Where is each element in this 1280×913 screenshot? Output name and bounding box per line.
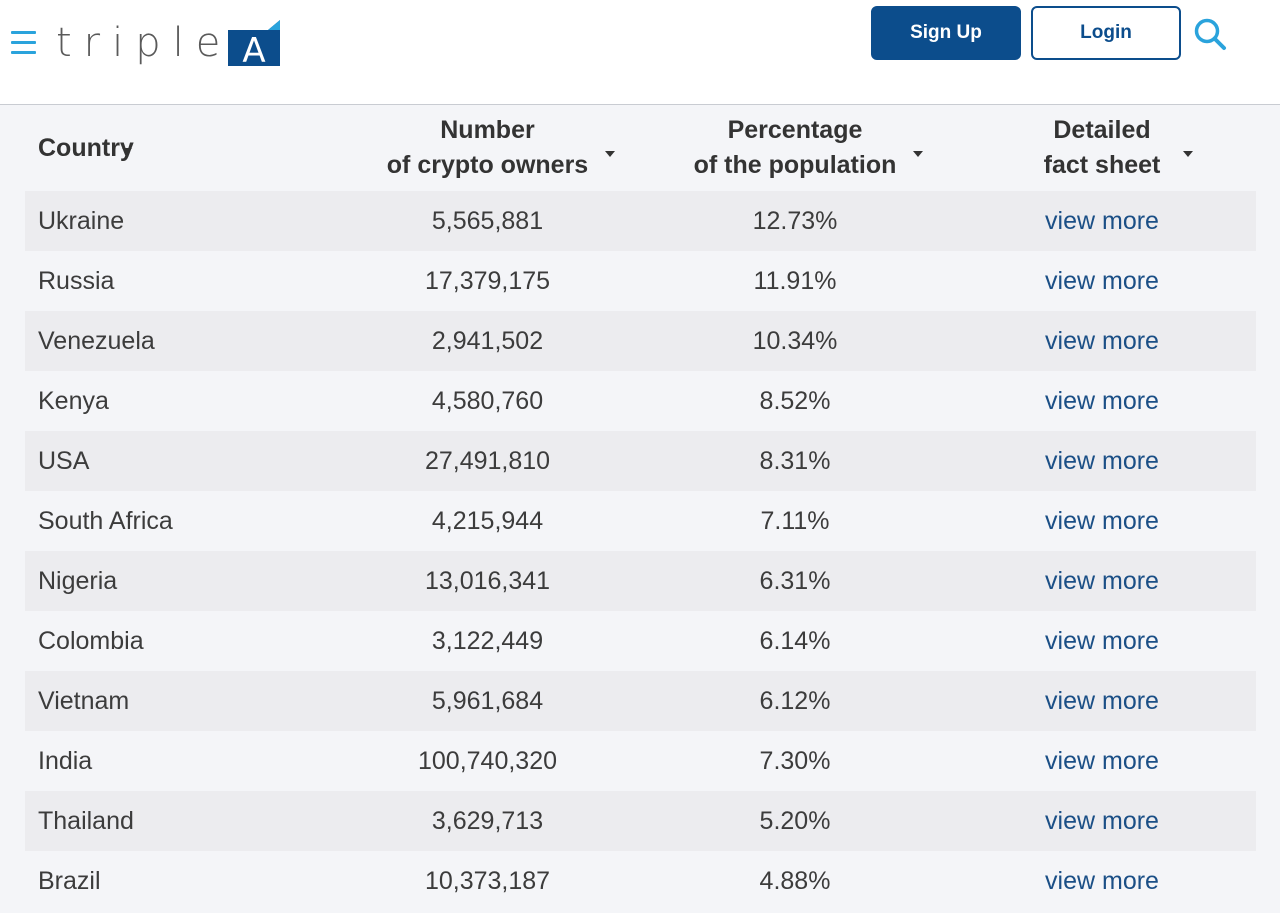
country-cell: Thailand	[38, 807, 134, 835]
table-header: Country Number of crypto owners Percenta…	[25, 105, 1256, 191]
table-row: Nigeria 13,016,341 6.31% view more	[25, 551, 1256, 611]
table-row: Colombia 3,122,449 6.14% view more	[25, 611, 1256, 671]
view-more-link[interactable]: view more	[1045, 627, 1159, 655]
owners-cell: 3,122,449	[431, 627, 544, 655]
table-row: South Africa 4,215,944 7.11% view more	[25, 491, 1256, 551]
owners-cell: 4,215,944	[431, 507, 544, 535]
country-cell: India	[38, 747, 93, 775]
sort-caret-icon[interactable]	[122, 148, 132, 154]
sort-caret-icon[interactable]	[913, 151, 923, 157]
owners-cell: 27,491,810	[424, 447, 551, 475]
country-cell: Nigeria	[38, 567, 118, 595]
percentage-cell: 4.88%	[759, 867, 831, 895]
table-row: Venezuela 2,941,502 10.34% view more	[25, 311, 1256, 371]
view-more-link[interactable]: view more	[1045, 867, 1159, 895]
country-cell: Brazil	[38, 867, 101, 895]
view-more-link[interactable]: view more	[1045, 387, 1159, 415]
logo-text: triple	[56, 20, 233, 66]
column-header-owners[interactable]: Number of crypto owners	[386, 116, 589, 179]
percentage-cell: 6.14%	[759, 627, 831, 655]
logo-mark-icon: A	[228, 20, 281, 66]
owners-cell: 17,379,175	[424, 267, 551, 295]
table-row: Ukraine 5,565,881 12.73% view more	[25, 191, 1256, 251]
table-row: Vietnam 5,961,684 6.12% view more	[25, 671, 1256, 731]
country-cell: Ukraine	[38, 207, 125, 235]
table-row: Kenya 4,580,760 8.52% view more	[25, 371, 1256, 431]
owners-cell: 5,565,881	[431, 207, 544, 235]
country-cell: Russia	[38, 267, 115, 295]
owners-cell: 13,016,341	[424, 567, 551, 595]
crypto-ownership-table: Country Number of crypto owners Percenta…	[25, 105, 1256, 911]
login-button[interactable]: Login	[1031, 6, 1181, 60]
percentage-cell: 8.31%	[759, 447, 831, 475]
table-row: Russia 17,379,175 11.91% view more	[25, 251, 1256, 311]
country-cell: Vietnam	[38, 687, 130, 715]
owners-cell: 100,740,320	[417, 747, 558, 775]
country-cell: Venezuela	[38, 327, 155, 355]
view-more-link[interactable]: view more	[1045, 507, 1159, 535]
country-cell: USA	[38, 447, 90, 475]
owners-cell: 4,580,760	[431, 387, 544, 415]
site-header: triple A Sign Up Login	[0, 0, 1280, 105]
sort-caret-icon[interactable]	[605, 151, 615, 157]
percentage-cell: 10.34%	[752, 327, 838, 355]
percentage-cell: 8.52%	[759, 387, 831, 415]
column-header-fact-sheet[interactable]: Detailed fact sheet	[1043, 116, 1161, 179]
hamburger-menu-icon[interactable]	[10, 28, 38, 56]
logo-mark-letter: A	[243, 31, 266, 66]
table-row: USA 27,491,810 8.31% view more	[25, 431, 1256, 491]
percentage-cell: 7.11%	[760, 507, 830, 535]
sign-up-button[interactable]: Sign Up	[871, 6, 1021, 60]
country-cell: South Africa	[38, 507, 173, 535]
view-more-link[interactable]: view more	[1045, 267, 1159, 295]
table-row: Thailand 3,629,713 5.20% view more	[25, 791, 1256, 851]
sort-caret-icon[interactable]	[1183, 151, 1193, 157]
view-more-link[interactable]: view more	[1045, 747, 1159, 775]
table-row: India 100,740,320 7.30% view more	[25, 731, 1256, 791]
column-header-percentage[interactable]: Percentage of the population	[693, 116, 897, 179]
view-more-link[interactable]: view more	[1045, 567, 1159, 595]
owners-cell: 5,961,684	[431, 687, 544, 715]
country-cell: Kenya	[38, 387, 109, 415]
percentage-cell: 6.31%	[759, 567, 831, 595]
view-more-link[interactable]: view more	[1045, 807, 1159, 835]
view-more-link[interactable]: view more	[1045, 327, 1159, 355]
percentage-cell: 5.20%	[759, 807, 831, 835]
percentage-cell: 11.91%	[753, 267, 837, 295]
view-more-link[interactable]: view more	[1045, 687, 1159, 715]
search-icon[interactable]	[1193, 17, 1227, 51]
table-row: Brazil 10,373,187 4.88% view more	[25, 851, 1256, 911]
column-header-country[interactable]: Country	[38, 133, 134, 162]
percentage-cell: 12.73%	[752, 207, 838, 235]
percentage-cell: 7.30%	[759, 747, 831, 775]
owners-cell: 3,629,713	[431, 807, 544, 835]
percentage-cell: 6.12%	[759, 687, 831, 715]
view-more-link[interactable]: view more	[1045, 207, 1159, 235]
owners-cell: 10,373,187	[424, 867, 551, 895]
country-cell: Colombia	[38, 627, 144, 655]
owners-cell: 2,941,502	[431, 327, 544, 355]
triple-a-logo[interactable]: triple A	[56, 18, 282, 68]
view-more-link[interactable]: view more	[1045, 447, 1159, 475]
table-body: Ukraine 5,565,881 12.73% view more Russia 17,…	[25, 191, 1256, 911]
